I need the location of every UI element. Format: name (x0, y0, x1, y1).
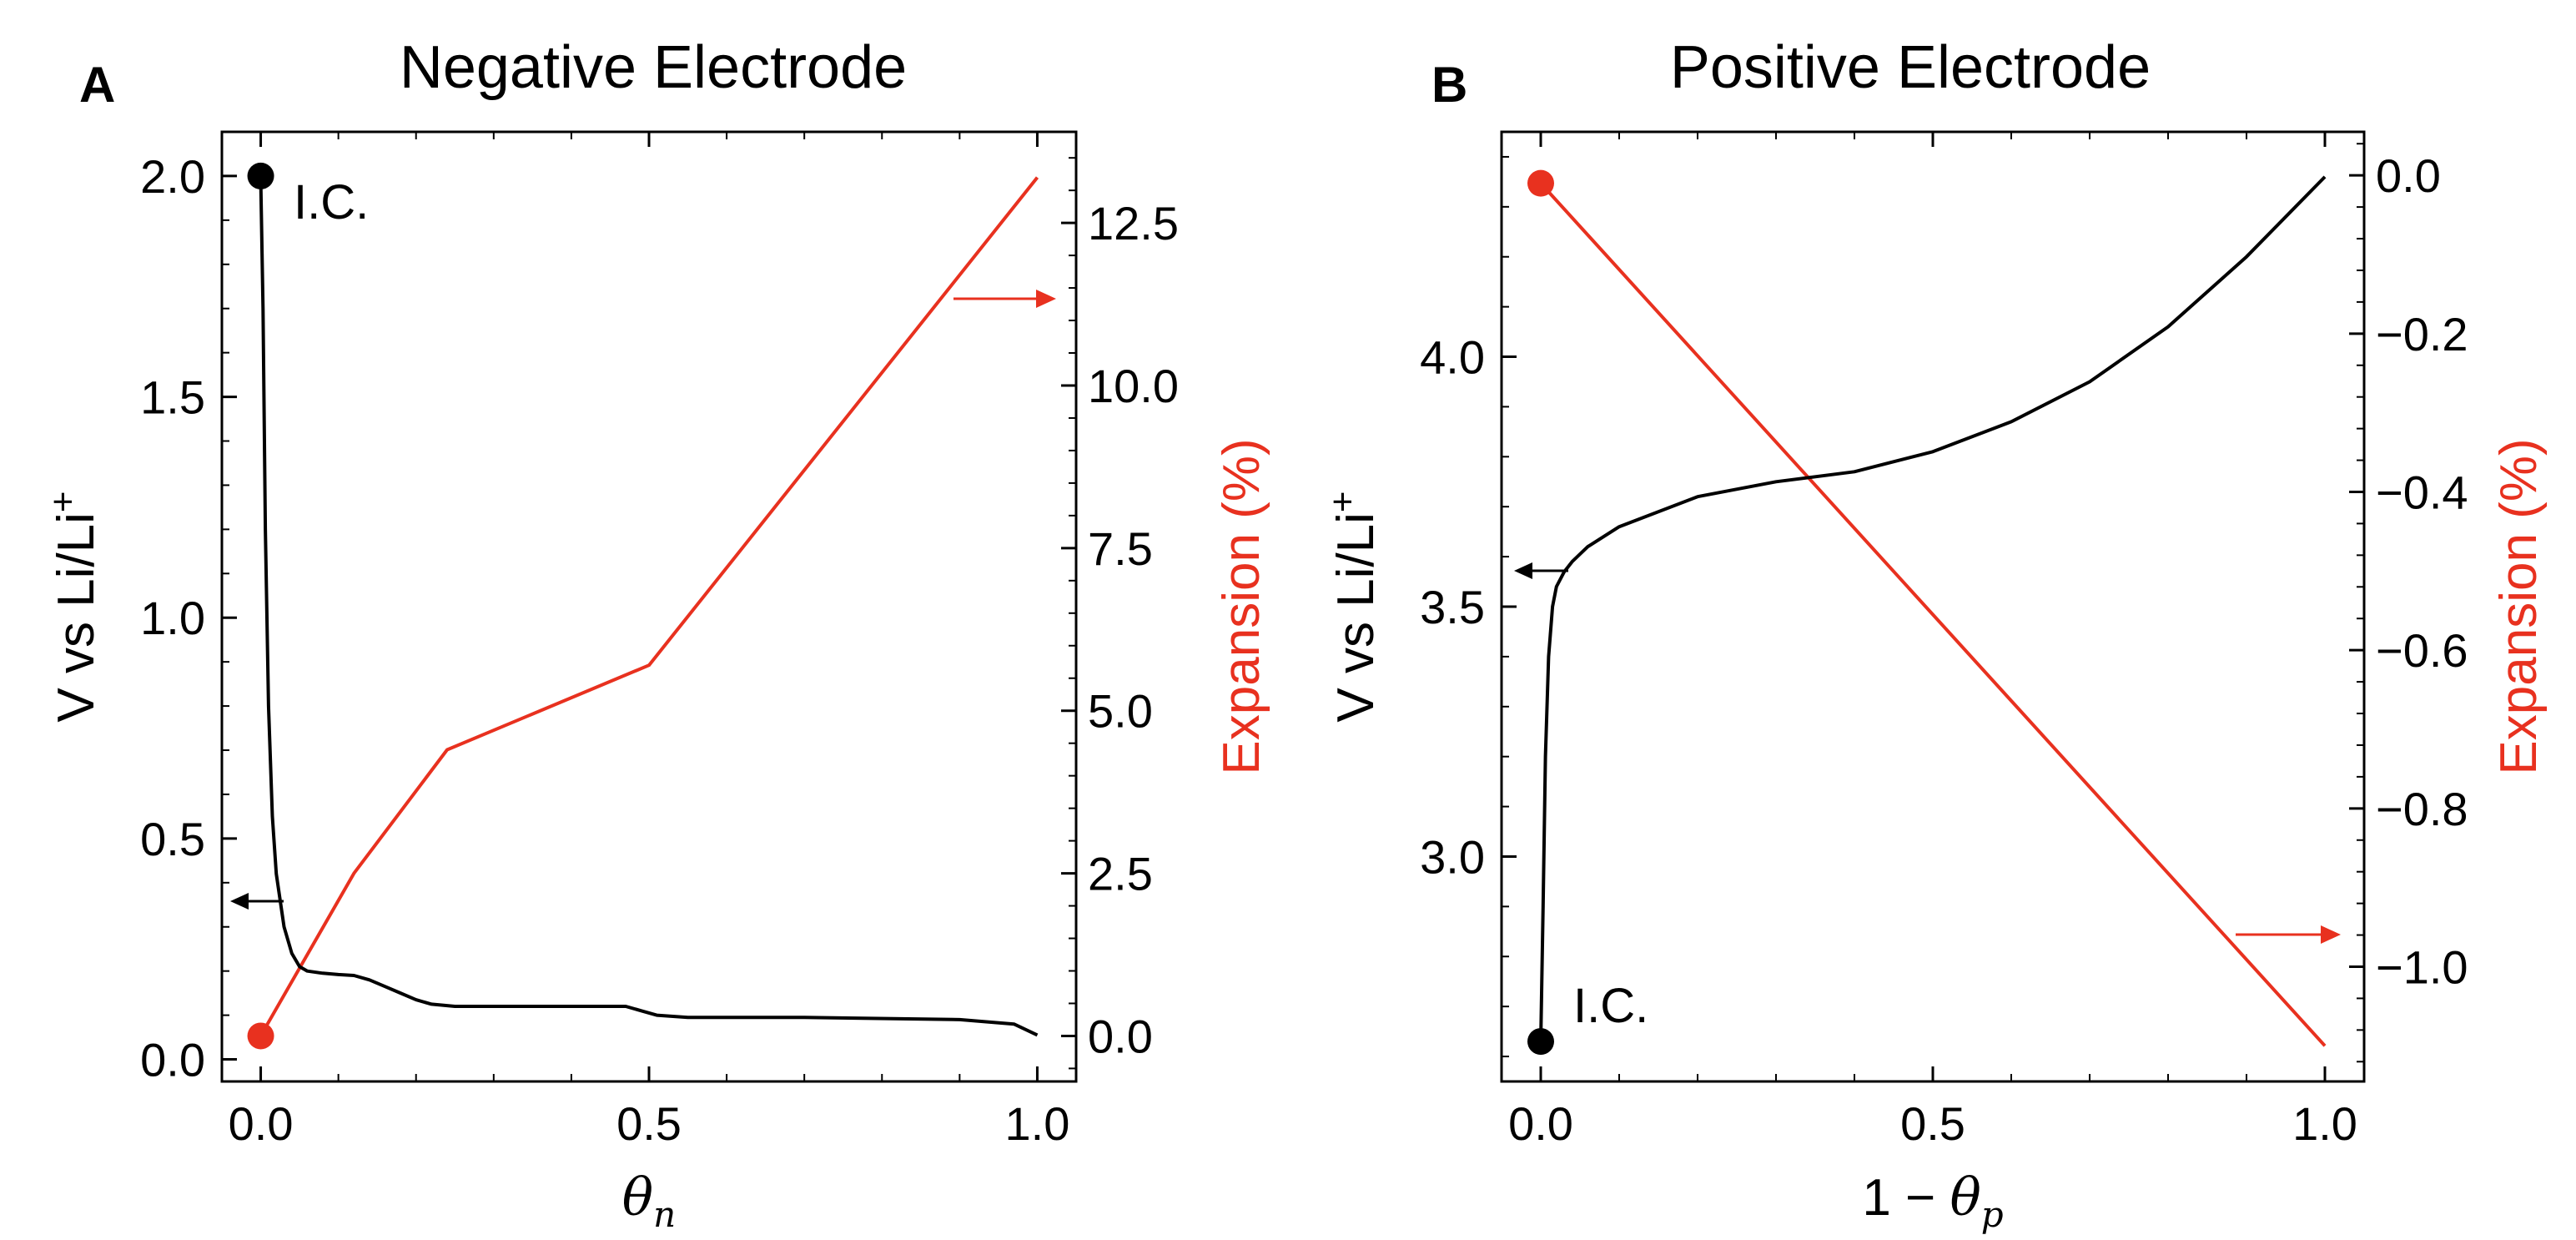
panel-b-right-tick-label: −0.4 (2376, 466, 2468, 518)
panel-b-left-tick-label: 4.0 (1420, 331, 1485, 384)
panel-b-letter: B (1431, 57, 1467, 113)
panel-a-voltage-axis-arrow (230, 893, 284, 910)
panel-a-right-tick-label: 7.5 (1088, 522, 1153, 575)
panel-a-title: Negative Electrode (400, 34, 907, 101)
panel-a-expansion-line (259, 176, 1039, 1037)
panel-b-major-ticks (1502, 132, 2364, 1081)
panel-b-x-tick-labels: 0.0 0.5 1.0 (1508, 1097, 2357, 1150)
panel-a-voltage-line (259, 175, 1039, 1037)
panel-a-plot-frame (220, 130, 1078, 1083)
panel-a-left-tick-label: 0.0 (140, 1034, 205, 1086)
panel-a-negative-electrode: A Negative Electrode 0.0 0.5 1.0 0.0 0.5… (43, 34, 1270, 1235)
panel-a-expansion-start-marker (247, 1022, 274, 1050)
panel-a-x-tick-label: 1.0 (1005, 1097, 1070, 1150)
panel-b-x-tick-label: 0.5 (1900, 1097, 1965, 1150)
panel-a-letter: A (79, 57, 115, 113)
panel-a-right-tick-label: 0.0 (1088, 1010, 1153, 1062)
panel-b-ic-annotation: I.C. (1573, 979, 1648, 1033)
panel-b-expansion-start-marker (1527, 169, 1554, 197)
panel-a-right-tick-label: 5.0 (1088, 685, 1153, 738)
panel-b-x-tick-label: 1.0 (2292, 1097, 2357, 1150)
panel-b-voltage-axis-arrow (1514, 562, 1568, 579)
panel-a-major-ticks (222, 132, 1076, 1081)
panel-a-right-axis-label: Expansion (%) (1213, 438, 1270, 774)
panel-b-right-tick-label: −1.0 (2376, 940, 2468, 993)
panel-a-x-tick-label: 0.0 (229, 1097, 294, 1150)
panel-b-right-axis-label: Expansion (%) (2490, 438, 2548, 774)
panel-b-minor-ticks (1502, 132, 2364, 1081)
panel-a-x-tick-label: 0.5 (616, 1097, 682, 1150)
panel-b-voltage-start-marker (1527, 1028, 1554, 1056)
panel-b-left-axis-label: V vs Li/Li+ (1322, 491, 1385, 722)
panel-a-left-tick-label: 2.0 (140, 150, 205, 203)
panel-b-title: Positive Electrode (1670, 34, 2151, 101)
panel-a-right-tick-labels: 0.0 2.5 5.0 7.5 10.0 12.5 (1088, 197, 1179, 1062)
panel-b-right-tick-label: 0.0 (2376, 149, 2441, 202)
panel-b-right-tick-label: −0.6 (2376, 624, 2468, 677)
panel-b-positive-electrode: B Positive Electrode 0.0 0.5 1.0 3.0 3.5… (1322, 34, 2548, 1235)
panel-b-x-tick-label: 0.0 (1508, 1097, 1573, 1150)
panel-a-right-tick-label: 10.0 (1088, 360, 1179, 412)
panel-b-right-tick-labels: 0.0 −0.2 −0.4 −0.6 −0.8 −1.0 (2376, 149, 2468, 993)
panel-a-ic-annotation: I.C. (294, 175, 369, 229)
panel-a-left-tick-label: 0.5 (140, 813, 205, 865)
panel-b-plot-frame (1500, 130, 2366, 1083)
panel-a-x-tick-labels: 0.0 0.5 1.0 (229, 1097, 1070, 1150)
panel-b-right-tick-label: −0.2 (2376, 308, 2468, 360)
panel-b-right-tick-label: −0.8 (2376, 783, 2468, 835)
panel-a-expansion-axis-arrow (953, 290, 1056, 308)
panel-b-x-axis-label: 1 − θp (1862, 1167, 2003, 1235)
panel-b-left-tick-label: 3.5 (1420, 581, 1485, 633)
panel-b-voltage-line (1539, 175, 2327, 1042)
panel-a-left-tick-labels: 0.0 0.5 1.0 1.5 2.0 (140, 150, 205, 1086)
panel-b-left-tick-label: 3.0 (1420, 830, 1485, 883)
panel-a-left-tick-label: 1.0 (140, 592, 205, 644)
panel-a-voltage-start-marker (247, 162, 274, 189)
panel-b-expansion-axis-arrow (2236, 925, 2341, 944)
panel-a-left-tick-label: 1.5 (140, 371, 205, 424)
panel-a-right-tick-label: 2.5 (1088, 848, 1153, 900)
panel-a-x-axis-label: θn (622, 1167, 676, 1235)
panel-a-minor-ticks (222, 132, 1076, 1081)
panel-b-expansion-line (1539, 182, 2327, 1047)
panel-b-left-tick-labels: 3.0 3.5 4.0 (1420, 331, 1485, 884)
panel-a-left-axis-label: V vs Li/Li+ (43, 491, 105, 722)
panel-a-right-tick-label: 12.5 (1088, 197, 1179, 250)
